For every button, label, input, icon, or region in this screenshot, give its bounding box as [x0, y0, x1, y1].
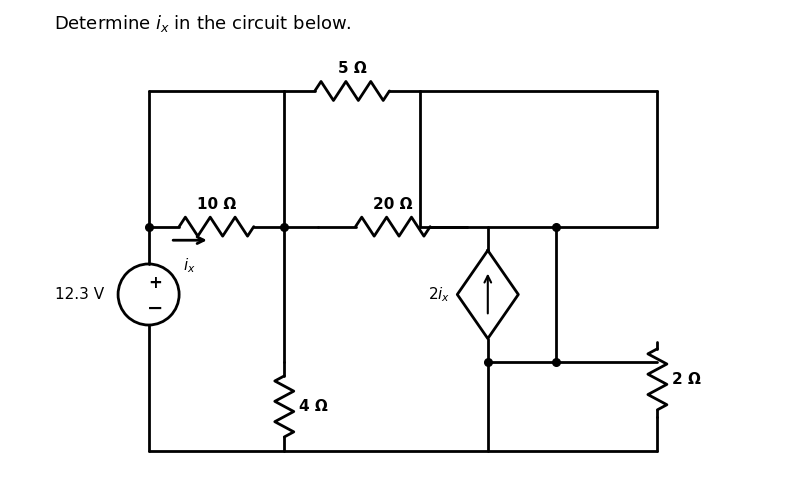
Text: 10 Ω: 10 Ω [197, 197, 236, 212]
Text: 4 Ω: 4 Ω [299, 399, 328, 414]
Text: Determine $\boldsymbol{i_x}$ in the circuit below.: Determine $\boldsymbol{i_x}$ in the circ… [54, 12, 351, 34]
Text: −: − [147, 298, 164, 318]
Text: 20 Ω: 20 Ω [373, 197, 413, 212]
Text: 5 Ω: 5 Ω [338, 61, 367, 76]
Text: $i_x$: $i_x$ [183, 256, 196, 275]
Text: 2$i_x$: 2$i_x$ [428, 285, 451, 304]
Text: 2 Ω: 2 Ω [672, 372, 701, 387]
Text: 12.3 V: 12.3 V [56, 287, 105, 302]
Text: +: + [148, 274, 162, 292]
